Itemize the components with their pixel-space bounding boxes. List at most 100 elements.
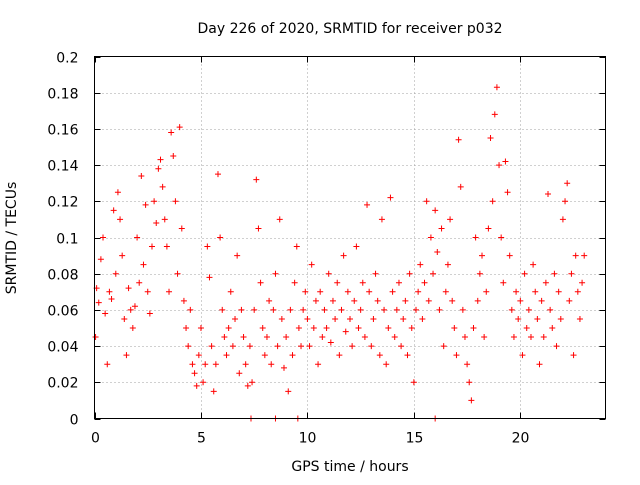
data-point: [410, 379, 417, 386]
data-point: [185, 343, 192, 350]
data-point: [419, 315, 426, 322]
data-point: [413, 306, 420, 313]
y-tick-label: 0.1: [56, 232, 78, 248]
data-point: [491, 111, 498, 118]
data-point: [525, 306, 532, 313]
data-point: [206, 274, 213, 281]
data-point: [366, 288, 373, 295]
data-point: [438, 225, 445, 232]
data-point: [340, 252, 347, 259]
data-point: [280, 364, 287, 371]
data-point: [430, 270, 437, 277]
data-point: [323, 325, 330, 331]
y-tick-label: 0.2: [56, 51, 78, 67]
data-point: [315, 361, 322, 368]
data-point: [436, 306, 443, 313]
data-point: [504, 189, 511, 196]
data-point: [134, 234, 141, 241]
data-point: [204, 243, 211, 250]
data-point: [487, 134, 494, 141]
data-point: [483, 288, 490, 295]
x-tick-label: 10: [299, 431, 317, 447]
data-point: [381, 306, 388, 313]
data-point: [232, 315, 239, 322]
data-point: [468, 397, 475, 404]
data-point: [453, 352, 460, 359]
data-point: [344, 288, 351, 295]
data-point: [576, 315, 583, 322]
data-point: [159, 183, 166, 190]
data-point: [321, 306, 328, 313]
data-point: [129, 325, 136, 331]
data-point: [391, 334, 398, 341]
data-point: [559, 216, 566, 223]
data-point: [131, 303, 138, 310]
data-point: [387, 194, 394, 201]
data-point: [408, 325, 415, 331]
data-point: [549, 325, 556, 331]
data-point: [355, 325, 362, 331]
data-point: [402, 297, 409, 304]
data-point: [570, 352, 577, 359]
data-point: [310, 325, 317, 331]
data-point: [398, 343, 405, 350]
data-point: [527, 334, 534, 341]
data-point: [251, 306, 258, 313]
data-point: [566, 297, 573, 304]
data-point: [481, 334, 488, 341]
data-point: [336, 352, 343, 359]
data-point: [557, 315, 564, 322]
data-point: [476, 270, 483, 277]
data-point: [455, 136, 462, 143]
data-point: [270, 306, 277, 313]
data-point: [489, 198, 496, 205]
tick-labels: 0 5 10 15 20 0 0.02 0.04 0.06 0.08 0.1 0.12 0.14 0.16…: [47, 51, 529, 447]
data-point: [378, 216, 385, 223]
data-point: [564, 180, 571, 187]
data-point: [532, 288, 539, 295]
y-tick-label: 0.16: [47, 123, 78, 139]
data-point: [472, 234, 479, 241]
data-point: [234, 252, 241, 259]
x-tick-label: 0: [91, 431, 100, 447]
y-tick-label: 0.12: [47, 195, 78, 211]
data-point: [383, 361, 390, 368]
data-point: [291, 279, 298, 286]
data-point: [308, 261, 315, 268]
data-point: [174, 270, 181, 277]
data-point: [202, 361, 209, 368]
data-point: [229, 343, 236, 350]
data-point: [102, 310, 109, 317]
data-point: [138, 172, 145, 179]
data-point: [496, 162, 503, 169]
data-point: [278, 315, 285, 322]
data-point: [263, 334, 270, 341]
data-point: [395, 279, 402, 286]
y-axis-label: SRMTID / TECUs: [4, 182, 20, 295]
data-point: [551, 270, 558, 277]
data-point: [153, 220, 160, 227]
data-point: [295, 325, 302, 331]
data-point: [249, 379, 256, 386]
data-point: [127, 306, 134, 313]
data-point: [519, 352, 526, 359]
data-point: [272, 270, 279, 277]
data-point: [268, 361, 275, 368]
data-point: [121, 315, 128, 322]
data-point: [498, 234, 505, 241]
data-point: [148, 243, 155, 250]
data-point: [547, 306, 554, 313]
data-point: [470, 325, 477, 331]
data-point: [246, 343, 253, 350]
data-point: [319, 334, 326, 341]
data-point: [255, 225, 262, 232]
data-point: [97, 256, 104, 263]
data-point: [144, 288, 151, 295]
data-point: [261, 352, 268, 359]
data-point: [485, 225, 492, 232]
data-point: [444, 261, 451, 268]
data-point: [136, 279, 143, 286]
data-point: [287, 306, 294, 313]
data-point: [125, 285, 132, 292]
data-point: [266, 297, 273, 304]
